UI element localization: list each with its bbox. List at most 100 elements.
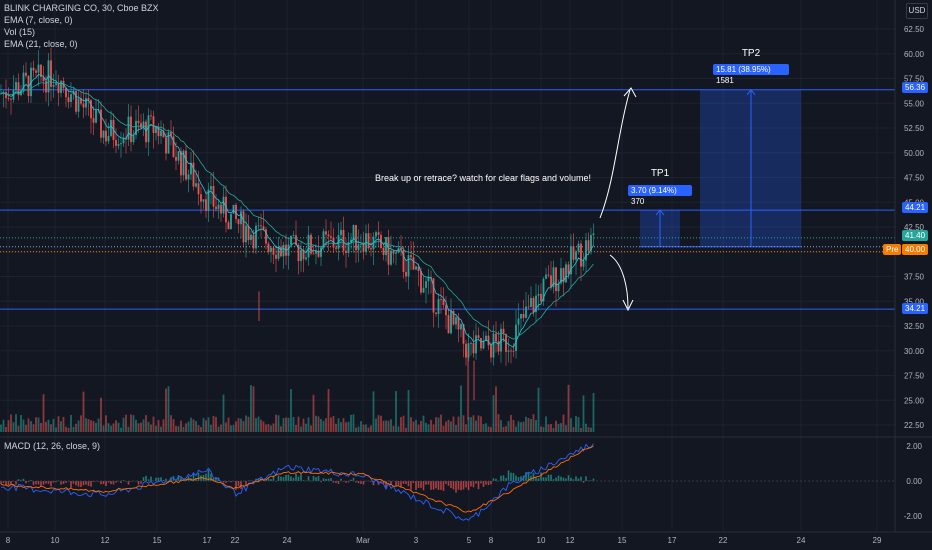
- volume-bar: [320, 419, 322, 432]
- price-tick-label: 37.50: [904, 273, 925, 282]
- candle-body: [105, 130, 107, 142]
- candle-body: [130, 116, 132, 143]
- macd-histogram-bar: [22, 478, 25, 481]
- candle-body: [67, 97, 70, 102]
- legend-macd[interactable]: MACD (12, 26, close, 9): [4, 441, 100, 452]
- price-tick-label: 50.00: [904, 149, 925, 158]
- macd-histogram-bar: [37, 481, 40, 485]
- macd-histogram-bar: [140, 481, 142, 484]
- macd-histogram-bar: [490, 481, 492, 485]
- volume-bar: [167, 386, 170, 432]
- macd-histogram-bar: [17, 479, 20, 481]
- candle-body: [197, 183, 200, 195]
- candle-body: [70, 94, 72, 102]
- volume-bar: [375, 418, 377, 432]
- volume-bar: [547, 424, 550, 432]
- macd-histogram-bar: [57, 480, 60, 482]
- price-tick-label: 62.50: [904, 25, 925, 34]
- volume-bar: [487, 426, 490, 432]
- volume-bar: [417, 424, 420, 432]
- volume-bar: [352, 414, 355, 432]
- volume-bar: [27, 418, 30, 432]
- candle-body: [90, 100, 92, 119]
- tp1-title: TP1: [651, 168, 670, 179]
- candle-body: [75, 91, 77, 112]
- macd-histogram-bar: [2, 481, 5, 483]
- macd-histogram-bar: [570, 477, 572, 481]
- currency-label[interactable]: USD: [906, 3, 928, 19]
- macd-histogram-bar: [427, 481, 430, 485]
- volume-bar: [557, 423, 560, 432]
- macd-histogram-bar: [207, 469, 210, 481]
- legend-vol-text: Vol (15): [4, 27, 36, 37]
- macd-histogram-bar: [200, 475, 202, 481]
- volume-bar: [390, 419, 392, 432]
- macd-histogram-bar: [537, 478, 540, 481]
- candle-body: [280, 246, 282, 257]
- candle-body: [400, 248, 402, 250]
- volume-bar: [157, 420, 160, 432]
- macd-histogram-bar: [225, 481, 227, 483]
- annotation-text: Break up or retrace? watch for clear fla…: [375, 173, 591, 183]
- macd-histogram-bar: [340, 478, 342, 481]
- tp1-label[interactable]: 3.70 (9.14%) 370: [628, 185, 692, 206]
- macd-histogram-bar: [170, 477, 172, 481]
- macd-histogram-bar: [282, 476, 285, 481]
- volume-bar: [85, 418, 87, 432]
- macd-histogram-bar: [375, 479, 377, 481]
- volume-bar: [210, 424, 212, 432]
- macd-histogram-bar: [240, 481, 242, 489]
- horizontal-levels[interactable]: [0, 89, 895, 310]
- price-tick-label: 55.00: [904, 99, 925, 108]
- tp2-label[interactable]: 15.81 (38.95%) 1581: [713, 64, 789, 85]
- volume-bar: [290, 389, 292, 432]
- volume-bar: [285, 417, 287, 432]
- macd-histogram-bar: [500, 475, 502, 481]
- volume-bar: [415, 419, 417, 432]
- macd-histogram-bar: [137, 481, 140, 485]
- volume-bar: [117, 422, 120, 432]
- volume-bar: [440, 414, 442, 432]
- macd-histogram-bar: [302, 480, 305, 481]
- volume-bar: [235, 421, 237, 432]
- macd-histogram-bar: [330, 478, 332, 481]
- volume-bar: [315, 415, 317, 432]
- candle-body: [272, 247, 275, 255]
- volume-bar: [437, 417, 440, 432]
- macd-histogram-bar: [55, 481, 57, 483]
- candle-body: [207, 189, 210, 211]
- macd-histogram-bar: [362, 481, 365, 485]
- macd-histogram-bar: [10, 481, 12, 485]
- macd-histogram-bar: [122, 480, 125, 481]
- volume-bar: [165, 388, 167, 432]
- volume-bar: [105, 415, 107, 432]
- macd-histogram-bar: [5, 481, 7, 486]
- time-tick-label: Mar: [356, 536, 370, 545]
- macd-histogram-bar: [212, 478, 215, 481]
- macd-histogram-bar: [237, 481, 240, 487]
- macd-histogram-bar: [352, 477, 355, 481]
- macd-histogram-bar: [412, 481, 415, 484]
- candle-body: [590, 235, 592, 251]
- macd-histogram-bar: [145, 475, 147, 481]
- volume-bar: [410, 417, 412, 432]
- volume-bar: [47, 419, 50, 432]
- legend-ema7[interactable]: EMA (7, close, 0): [4, 15, 73, 26]
- volume-bar: [577, 417, 580, 432]
- candle-body: [80, 98, 82, 104]
- macd-histogram-bar: [27, 481, 30, 483]
- candle-body: [345, 250, 347, 253]
- macd-histogram-bar: [497, 480, 500, 482]
- volume-bar: [57, 416, 60, 432]
- candle-body: [495, 333, 497, 342]
- price-tick-label: 57.50: [904, 75, 925, 84]
- volume-bar: [552, 427, 555, 432]
- macd-histogram-bar: [547, 474, 550, 481]
- volume-bar: [435, 417, 437, 432]
- legend-ema21[interactable]: EMA (21, close, 0): [4, 39, 78, 50]
- level-label-34: 34.21: [902, 303, 928, 314]
- legend-vol[interactable]: Vol (15): [4, 27, 35, 38]
